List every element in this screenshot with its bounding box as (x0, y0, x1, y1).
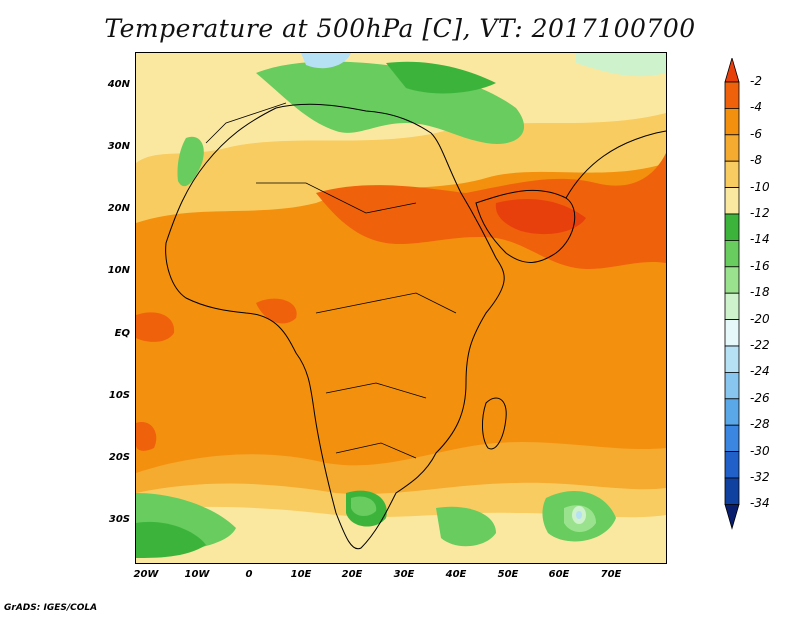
africa-coastline (165, 103, 505, 550)
lon-label-30e: 30E (393, 569, 415, 580)
mediterranean-colder-region (386, 61, 496, 94)
lat-label-20n: 20N (107, 203, 130, 214)
colorbar-segment (724, 398, 740, 426)
credit-text: GrADS: IGES/COLA (4, 603, 98, 613)
colorbar-tick-label: -16 (750, 258, 770, 273)
border-far-south (335, 442, 417, 459)
lon-label-70e: 70E (600, 569, 622, 580)
lon-label-0: 0 (245, 569, 253, 580)
border-north (205, 102, 287, 144)
hot-core-arabia (495, 198, 586, 235)
colorbar-segment (724, 319, 740, 347)
colorbar-segment (724, 371, 740, 400)
asia-coastline (565, 130, 666, 199)
colorbar-tick-label: -30 (750, 443, 770, 458)
colorbar-tick-label: -2 (750, 74, 762, 88)
south-cooler-band (136, 506, 666, 563)
colorbar (724, 58, 740, 530)
lon-label-50e: 50E (497, 569, 519, 580)
atlantic-warm-patch (136, 312, 175, 342)
border-central (256, 182, 417, 214)
lon-label-40e: 40E (445, 569, 467, 580)
colorbar-segment (724, 81, 740, 109)
lat-label-30s: 30S (108, 514, 130, 525)
lon-label-20w: 20W (133, 569, 159, 580)
colorbar-segment (724, 213, 740, 241)
colorbar-tick-label: -22 (750, 338, 770, 352)
lon-label-10e: 10E (290, 569, 312, 580)
colorbar-tick-label: -20 (750, 311, 770, 326)
colorbar-segment (724, 266, 740, 294)
colorbar-tick-label: -4 (750, 100, 762, 115)
southern-atlantic-colder-region (136, 521, 206, 558)
lat-label-eq: EQ (114, 328, 130, 339)
lon-label-60e: 60E (548, 569, 570, 580)
lat-label-20s: 20S (108, 452, 130, 463)
cold-core-center (576, 511, 582, 519)
map-title: Temperature at 500hPa [C], VT: 201710070… (104, 14, 696, 43)
southwest-warm-patch (136, 422, 157, 451)
map-canvas (136, 53, 666, 563)
colorbar-tick-label: -34 (750, 496, 770, 511)
colorbar-segment (724, 451, 740, 479)
colorbar-tick-label: -6 (750, 126, 762, 141)
colorbar-tick-label: -26 (750, 390, 770, 405)
colorbar-segment (724, 239, 740, 268)
lat-label-40n: 40N (107, 79, 130, 90)
colorbar-tick-label: -14 (750, 232, 770, 247)
lon-label-10w: 10W (184, 569, 210, 580)
colorbar-tick-label: -28 (750, 417, 770, 432)
lat-label-30n: 30N (107, 141, 130, 152)
border-equator (315, 292, 457, 314)
colorbar-tick-label: -12 (750, 206, 770, 220)
colorbar-tick-label: -10 (750, 179, 770, 194)
lat-label-10s: 10S (108, 390, 130, 401)
north-blue-patch (301, 53, 351, 69)
colorbar-segment (724, 108, 740, 136)
lat-label-10n: 10N (107, 265, 130, 276)
colorbar-tick-label: -18 (750, 285, 770, 300)
colorbar-tick-label: -8 (750, 153, 762, 168)
colorbar-segment (724, 134, 740, 162)
temperature-map (135, 52, 667, 564)
colorbar-segment (724, 345, 740, 373)
colorbar-segment (724, 187, 740, 215)
lon-label-20e: 20E (341, 569, 363, 580)
colorbar-segment (724, 160, 740, 188)
colorbar-tick-label: -24 (750, 364, 770, 379)
madagascar-coastline (482, 397, 507, 450)
hot-band-north (316, 153, 666, 270)
colorbar-top-triangle (724, 58, 740, 83)
southern-indian-cold-region (436, 506, 496, 547)
border-south (325, 382, 427, 399)
gulf-warm-patch (256, 298, 297, 324)
colorbar-segment (724, 292, 740, 320)
northwest-cold-patch (177, 136, 204, 187)
colorbar-segment (724, 477, 740, 505)
colorbar-tick-label: -32 (750, 470, 770, 484)
south-africa-colder-region (351, 496, 377, 517)
colorbar-segment (724, 424, 740, 453)
northeast-light-patch (576, 53, 666, 77)
arabia-coastline (475, 189, 576, 263)
colorbar-bottom-triangle (724, 503, 740, 530)
